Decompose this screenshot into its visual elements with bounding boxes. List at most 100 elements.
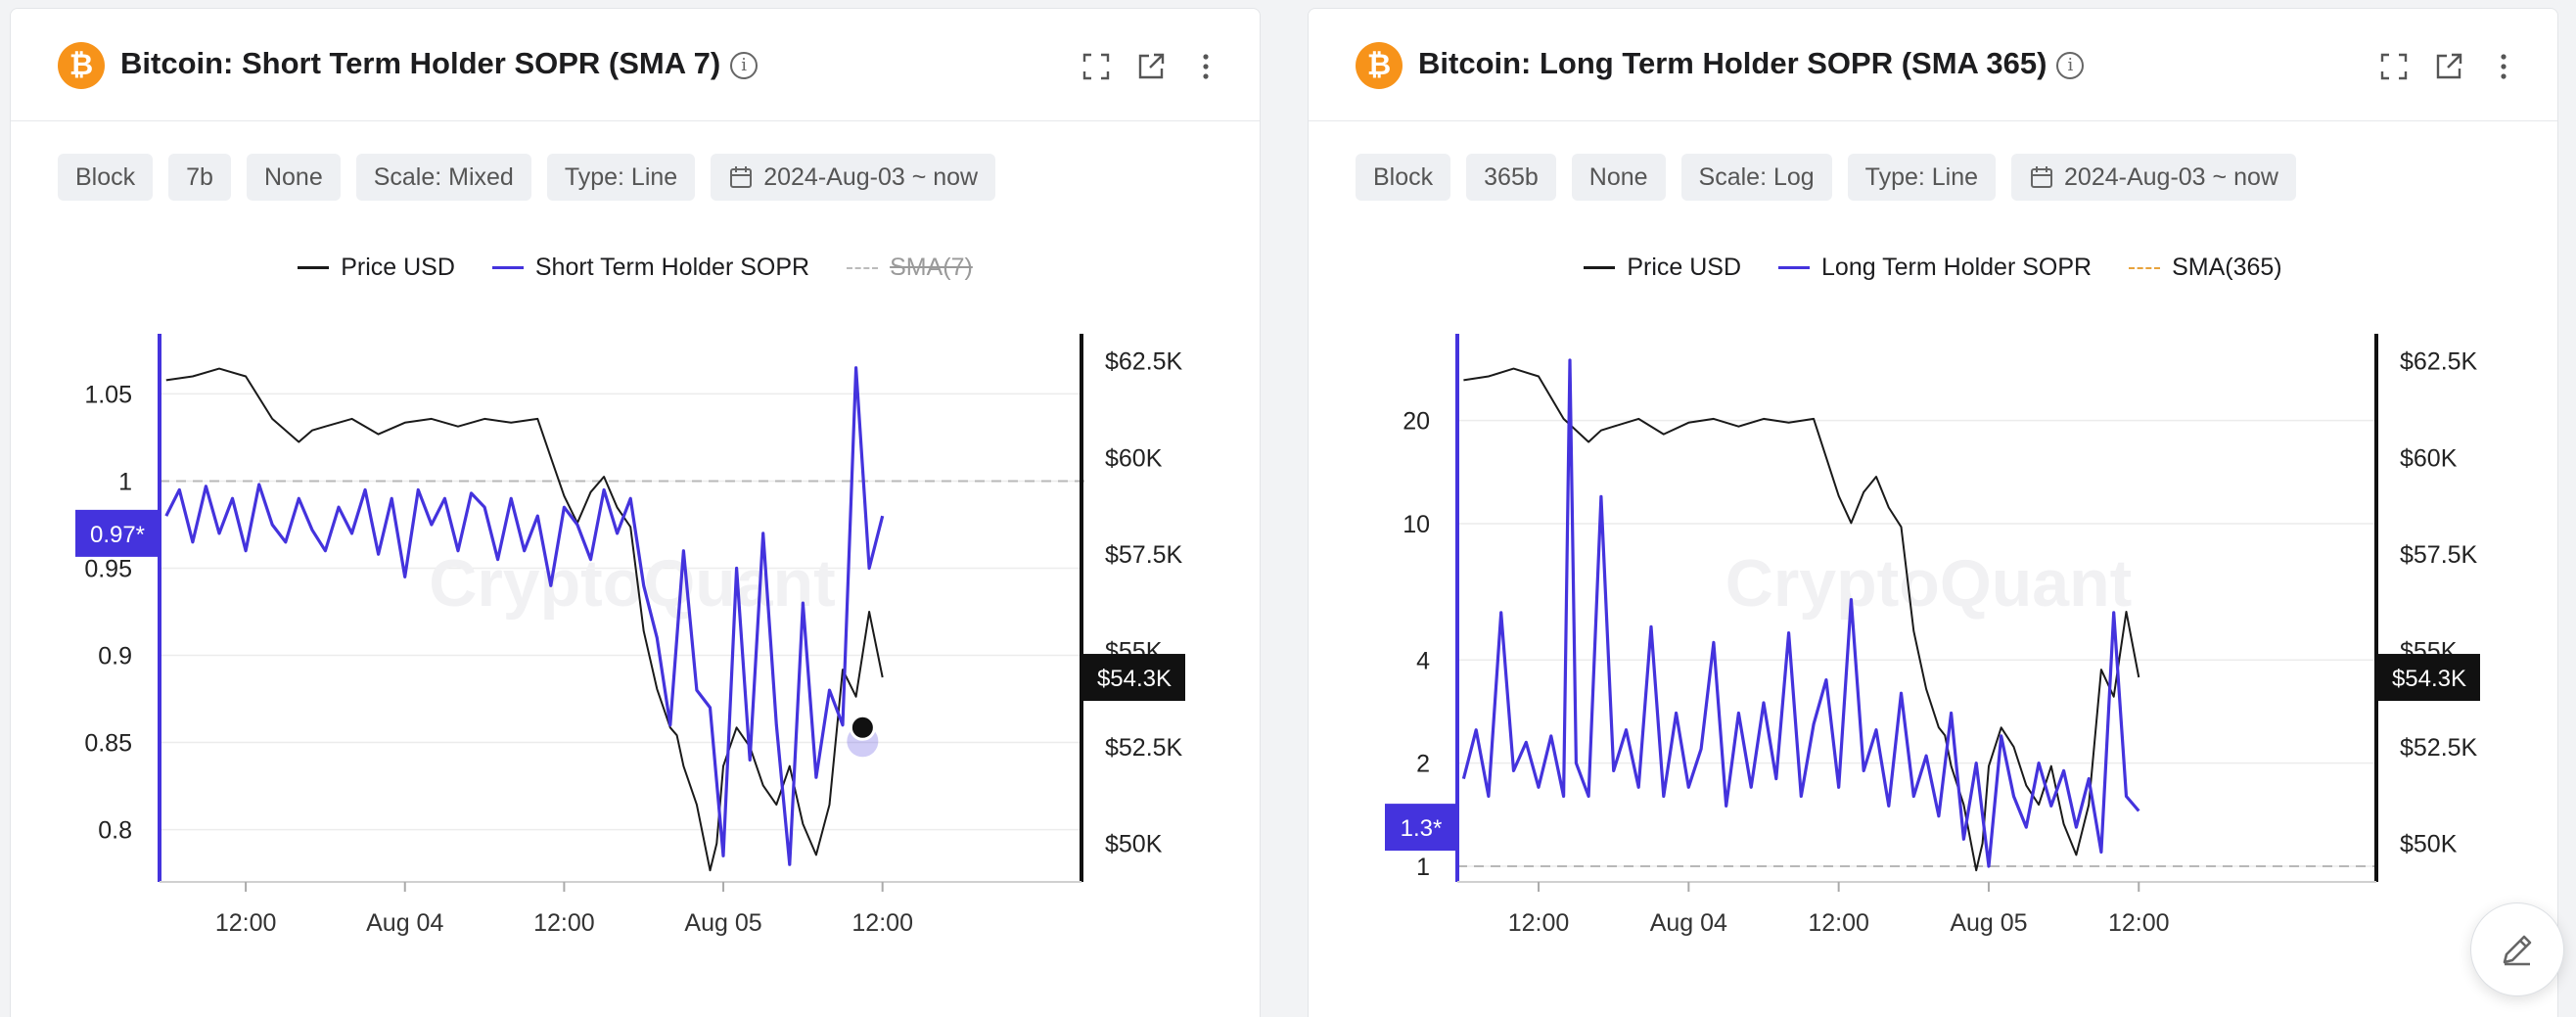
calendar-icon bbox=[730, 166, 753, 188]
legend-item-price[interactable]: Price USD bbox=[298, 254, 455, 282]
calendar-icon bbox=[2031, 166, 2053, 188]
left-tick-label: 10 bbox=[1403, 511, 1430, 538]
left-tick-label: 1 bbox=[118, 468, 132, 495]
info-icon[interactable]: i bbox=[2056, 51, 2085, 79]
legend-label: Short Term Holder SOPR bbox=[534, 254, 810, 281]
chart-title: Bitcoin: Short Term Holder SOPR (SMA 7) i bbox=[120, 46, 759, 81]
panel-header: ₿ Bitcoin: Long Term Holder SOPR (SMA 36… bbox=[1309, 9, 2557, 121]
legend-label: Price USD bbox=[1627, 254, 1742, 281]
watermark: CryptoQuant bbox=[1725, 546, 2133, 621]
type-chip[interactable]: Type: Line bbox=[1847, 154, 1997, 201]
right-tick-label: $57.5K bbox=[1105, 541, 1183, 569]
legend-item-sma[interactable]: SMA(365) bbox=[2129, 254, 2282, 282]
x-tick-label: 12:00 bbox=[851, 909, 913, 937]
x-tick-label: 12:00 bbox=[215, 909, 277, 937]
current-price-badge: $54.3K bbox=[1097, 666, 1172, 692]
legend-item-sopr[interactable]: Long Term Holder SOPR bbox=[1778, 254, 2092, 282]
left-tick-label: 0.9 bbox=[98, 643, 132, 670]
left-tick-label: 1 bbox=[1416, 854, 1430, 881]
right-tick-label: $60K bbox=[1105, 444, 1163, 472]
hover-point bbox=[849, 714, 876, 741]
chart-title: Bitcoin: Long Term Holder SOPR (SMA 365)… bbox=[1418, 46, 2085, 81]
legend-item-sopr[interactable]: Short Term Holder SOPR bbox=[491, 254, 810, 282]
right-tick-label: $57.5K bbox=[2400, 541, 2478, 569]
fullscreen-icon[interactable] bbox=[1081, 52, 1111, 81]
date-range-text: 2024-Aug-03 ~ now bbox=[763, 162, 979, 191]
right-tick-label: $50K bbox=[2400, 831, 2458, 858]
legend-label: SMA(7) bbox=[890, 254, 973, 281]
x-tick-label: Aug 05 bbox=[684, 909, 761, 937]
legend-swatch bbox=[847, 266, 879, 269]
series-line-sopr bbox=[164, 366, 885, 866]
legend-label: Long Term Holder SOPR bbox=[1821, 254, 2093, 281]
chart-plot-lth-sopr[interactable]: CryptoQuant2010421$62.5K$60K$57.5K$55K$5… bbox=[1309, 302, 2557, 1007]
x-tick-label: 12:00 bbox=[1808, 909, 1869, 937]
header-actions bbox=[1081, 52, 1220, 81]
x-tick-label: 12:00 bbox=[2108, 909, 2170, 937]
left-tick-label: 2 bbox=[1416, 751, 1430, 778]
legend-item-price[interactable]: Price USD bbox=[1584, 254, 1741, 282]
open-external-icon[interactable] bbox=[1136, 52, 1166, 81]
chart-toolbar: Block 365b None Scale: Log Type: Line 20… bbox=[1356, 154, 2296, 201]
header-actions bbox=[2379, 52, 2518, 81]
watermark: CryptoQuant bbox=[429, 546, 836, 621]
chart-panel-sth-sopr: ₿ Bitcoin: Short Term Holder SOPR (SMA 7… bbox=[10, 8, 1261, 1017]
open-external-icon[interactable] bbox=[2434, 52, 2463, 81]
current-value-badge: 0.97* bbox=[90, 522, 145, 548]
pencil-icon bbox=[2503, 935, 2532, 966]
chart-legend: Price USD Long Term Holder SOPR SMA(365) bbox=[1309, 254, 2557, 282]
current-value-badge-bg bbox=[75, 509, 160, 557]
chart-plot-sth-sopr[interactable]: CryptoQuant 1.05 1 0.95 0.9 0.85 0.8 $62.5K $60K… bbox=[11, 302, 1260, 1007]
current-price-badge-bg bbox=[2378, 654, 2480, 702]
info-icon[interactable]: i bbox=[730, 51, 759, 79]
legend-swatch bbox=[298, 266, 330, 269]
x-tick-label: 12:00 bbox=[533, 909, 595, 937]
type-chip[interactable]: Type: Line bbox=[546, 154, 696, 201]
left-tick-label: 4 bbox=[1416, 647, 1430, 674]
scale-chip[interactable]: Scale: Log bbox=[1680, 154, 1832, 201]
series-line-sopr bbox=[1461, 358, 2140, 868]
chart-toolbar: Block 7b None Scale: Mixed Type: Line 20… bbox=[58, 154, 996, 201]
right-tick-label: $62.5K bbox=[2400, 348, 2478, 376]
x-tick-label: 12:00 bbox=[1508, 909, 1570, 937]
date-range-chip[interactable]: 2024-Aug-03 ~ now bbox=[711, 154, 996, 201]
series-line-price bbox=[1463, 367, 2140, 872]
x-tick-label: Aug 04 bbox=[366, 909, 443, 937]
right-tick-label: $50K bbox=[1105, 831, 1163, 858]
more-options-icon[interactable] bbox=[2489, 52, 2518, 81]
window-chip[interactable]: 365b bbox=[1466, 154, 1556, 201]
current-price-badge-bg bbox=[1083, 654, 1185, 702]
right-tick-label: $62.5K bbox=[1105, 348, 1183, 376]
resolution-chip[interactable]: Block bbox=[1356, 154, 1451, 201]
left-tick-label: 20 bbox=[1403, 408, 1430, 436]
resolution-chip[interactable]: Block bbox=[58, 154, 154, 201]
legend-label: SMA(365) bbox=[2172, 254, 2282, 281]
edit-button[interactable] bbox=[2470, 902, 2564, 996]
bitcoin-icon: ₿ bbox=[58, 42, 105, 89]
current-value-badge: 1.3* bbox=[1401, 815, 1443, 842]
current-value-badge-bg bbox=[1385, 804, 1457, 852]
right-tick-label: $52.5K bbox=[1105, 734, 1183, 762]
x-tick-label: Aug 04 bbox=[1650, 909, 1727, 937]
left-tick-label: 0.95 bbox=[84, 555, 132, 582]
more-options-icon[interactable] bbox=[1191, 52, 1220, 81]
legend-item-sma[interactable]: SMA(7) bbox=[847, 254, 973, 282]
chart-title-text: Bitcoin: Short Term Holder SOPR (SMA 7) bbox=[120, 46, 721, 80]
window-chip[interactable]: 7b bbox=[168, 154, 231, 201]
left-tick-label: 0.85 bbox=[84, 730, 132, 758]
fullscreen-icon[interactable] bbox=[2379, 52, 2409, 81]
left-tick-label: 1.05 bbox=[84, 381, 132, 408]
legend-swatch bbox=[2129, 266, 2161, 269]
scale-chip[interactable]: Scale: Mixed bbox=[355, 154, 531, 201]
date-range-chip[interactable]: 2024-Aug-03 ~ now bbox=[2011, 154, 2296, 201]
legend-label: Price USD bbox=[341, 254, 455, 281]
chart-title-text: Bitcoin: Long Term Holder SOPR (SMA 365) bbox=[1418, 46, 2047, 80]
legend-swatch bbox=[1778, 266, 1811, 269]
indicator-chip[interactable]: None bbox=[1571, 154, 1666, 201]
legend-swatch bbox=[1584, 266, 1616, 269]
chart-legend: Price USD Short Term Holder SOPR SMA(7) bbox=[11, 254, 1260, 282]
current-price-badge: $54.3K bbox=[2392, 666, 2466, 692]
right-tick-label: $52.5K bbox=[2400, 734, 2478, 762]
indicator-chip[interactable]: None bbox=[246, 154, 341, 201]
bitcoin-icon: ₿ bbox=[1356, 42, 1403, 89]
